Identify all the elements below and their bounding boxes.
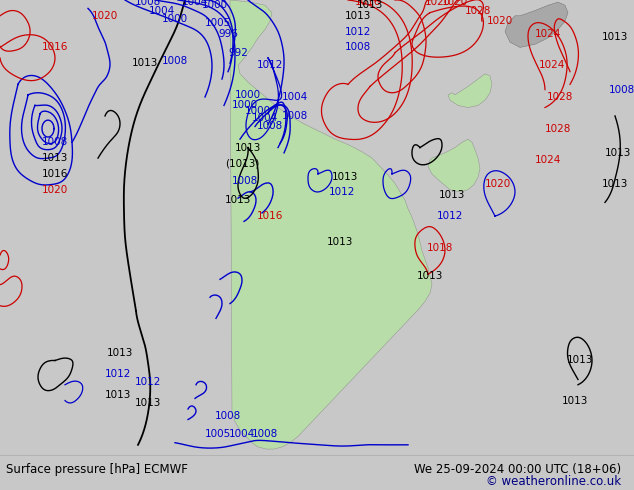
Text: 992: 992 — [228, 48, 248, 58]
Text: 1012: 1012 — [329, 187, 355, 197]
Text: 1004: 1004 — [182, 0, 208, 7]
Text: 1024: 1024 — [535, 155, 561, 165]
Text: 1012: 1012 — [105, 369, 131, 379]
Text: 1000: 1000 — [162, 14, 188, 24]
Text: Surface pressure [hPa] ECMWF: Surface pressure [hPa] ECMWF — [6, 463, 188, 476]
Text: 1008: 1008 — [609, 85, 634, 95]
Text: 1013: 1013 — [562, 395, 588, 406]
Text: 1005: 1005 — [205, 18, 231, 28]
Text: 1013: 1013 — [605, 148, 631, 158]
Text: 1012: 1012 — [135, 377, 161, 387]
Text: 1020: 1020 — [92, 11, 118, 21]
Text: 1008: 1008 — [135, 0, 161, 7]
Text: 996: 996 — [218, 29, 238, 39]
Text: 1016: 1016 — [42, 169, 68, 179]
Text: 1013: 1013 — [225, 196, 251, 205]
Text: 1008: 1008 — [252, 429, 278, 439]
Text: 1013: 1013 — [357, 0, 383, 10]
Polygon shape — [428, 139, 480, 192]
Text: 1008: 1008 — [42, 137, 68, 147]
Text: 1020: 1020 — [487, 16, 513, 26]
Text: 1008: 1008 — [257, 122, 283, 131]
Text: 1000: 1000 — [245, 106, 271, 116]
Text: 1024: 1024 — [535, 29, 561, 39]
Text: 1013: 1013 — [105, 390, 131, 400]
Text: 1028: 1028 — [545, 123, 571, 134]
Text: 1016: 1016 — [42, 43, 68, 52]
Text: 1008: 1008 — [162, 56, 188, 66]
Text: 1013: 1013 — [235, 143, 261, 152]
Text: 1013: 1013 — [332, 172, 358, 182]
Text: 1028: 1028 — [547, 92, 573, 102]
Text: 1016: 1016 — [257, 211, 283, 221]
Text: 1018: 1018 — [427, 243, 453, 253]
Text: 1008: 1008 — [215, 412, 241, 421]
Text: 1020: 1020 — [442, 0, 468, 7]
Text: 1013: 1013 — [132, 58, 158, 68]
Text: 1020: 1020 — [425, 0, 451, 7]
Text: 1012: 1012 — [437, 211, 463, 221]
Text: (1013): (1013) — [225, 158, 259, 169]
Text: 1012: 1012 — [345, 26, 371, 37]
Text: 1013: 1013 — [135, 398, 161, 408]
Text: 1012: 1012 — [257, 60, 283, 71]
Text: 1008: 1008 — [232, 176, 258, 186]
Text: 1005: 1005 — [205, 429, 231, 439]
Text: We 25-09-2024 00:00 UTC (18+06): We 25-09-2024 00:00 UTC (18+06) — [414, 463, 621, 476]
Text: 1013: 1013 — [107, 348, 133, 358]
Text: 1013: 1013 — [42, 153, 68, 163]
Text: 1013: 1013 — [439, 190, 465, 200]
Text: 1013: 1013 — [602, 179, 628, 190]
Text: 1013: 1013 — [345, 11, 371, 21]
Text: 1024: 1024 — [539, 60, 565, 71]
Polygon shape — [505, 2, 568, 48]
Text: 1020: 1020 — [485, 179, 511, 190]
Text: 1013: 1013 — [417, 271, 443, 281]
Text: 1004: 1004 — [229, 429, 255, 439]
Text: 1000: 1000 — [232, 100, 258, 110]
Text: 1020: 1020 — [42, 185, 68, 195]
Text: 1004: 1004 — [282, 92, 308, 102]
Polygon shape — [230, 0, 432, 449]
Text: 1004: 1004 — [149, 5, 175, 16]
Text: 1000: 1000 — [202, 0, 228, 10]
Text: 1013: 1013 — [567, 355, 593, 366]
Text: © weatheronline.co.uk: © weatheronline.co.uk — [486, 475, 621, 488]
Text: 1016: 1016 — [355, 0, 381, 7]
Text: 1013: 1013 — [327, 238, 353, 247]
Text: 1013: 1013 — [602, 32, 628, 42]
Polygon shape — [448, 74, 492, 107]
Text: 1028: 1028 — [465, 5, 491, 16]
Text: 1004: 1004 — [252, 113, 278, 123]
Text: 1000: 1000 — [235, 90, 261, 100]
Text: 1008: 1008 — [345, 43, 371, 52]
Text: 1008: 1008 — [282, 111, 308, 121]
